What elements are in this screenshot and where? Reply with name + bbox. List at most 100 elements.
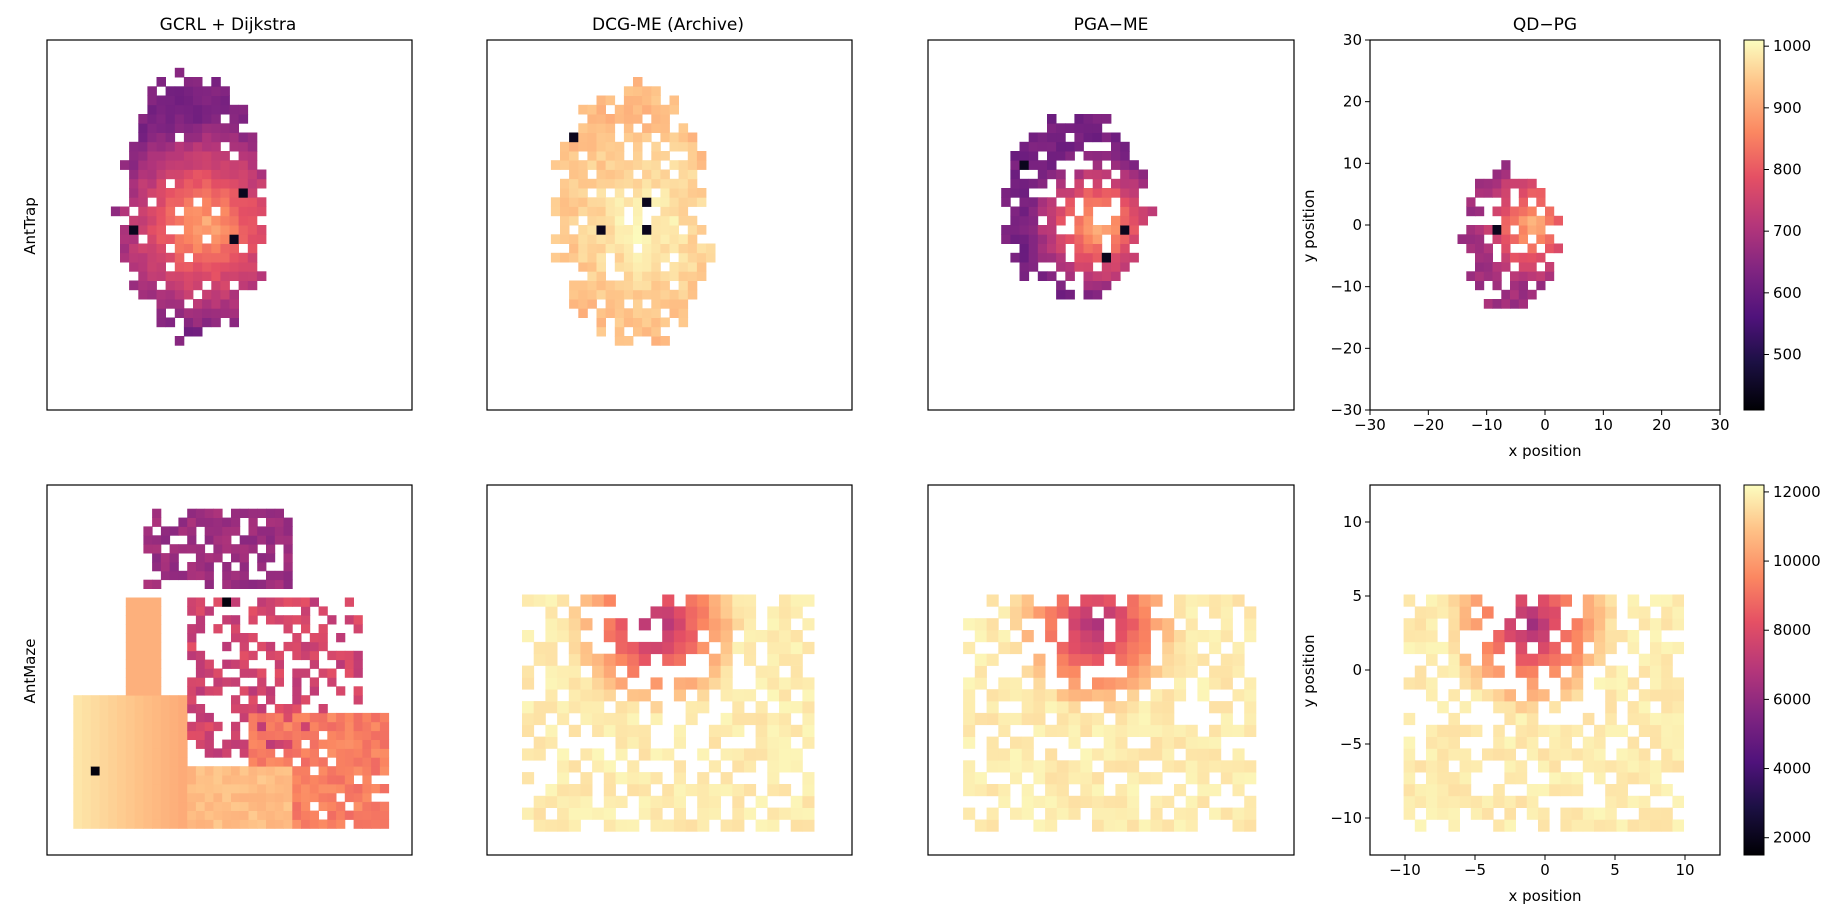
- heatmap-cell: [1103, 724, 1116, 737]
- heatmap-cell: [134, 633, 144, 643]
- heatmap-cell: [327, 615, 337, 625]
- heatmap-cell: [587, 114, 597, 124]
- heatmap-cell: [1536, 234, 1546, 244]
- heatmap-cell: [1056, 132, 1066, 143]
- x-tick-label: −10: [1471, 416, 1503, 434]
- heatmap-cell: [174, 299, 185, 309]
- heatmap-cell: [344, 712, 354, 723]
- heatmap-cell: [662, 653, 675, 666]
- heatmap-cell: [202, 178, 212, 189]
- heatmap-cell: [222, 659, 232, 669]
- heatmap-cell: [533, 641, 546, 655]
- heatmap-cell: [1065, 188, 1075, 198]
- heatmap-cell: [1045, 807, 1058, 820]
- heatmap-cell: [174, 178, 185, 189]
- heatmap-cell: [143, 766, 153, 776]
- heatmap-cell: [744, 760, 757, 773]
- heatmap-cell: [1185, 772, 1198, 785]
- heatmap-cell: [169, 784, 179, 794]
- heatmap-cell: [1571, 748, 1584, 761]
- heatmap-cell: [309, 633, 319, 643]
- heatmap-cell: [202, 132, 212, 143]
- heatmap-cell: [301, 766, 311, 776]
- heatmap-cell: [187, 677, 197, 687]
- heatmap-cell: [720, 618, 733, 631]
- heatmap-cell: [1033, 795, 1046, 808]
- heatmap-cell: [614, 252, 625, 263]
- heatmap-cell: [660, 252, 670, 263]
- heatmap-cell: [129, 188, 139, 198]
- heatmap-cell: [1019, 151, 1030, 161]
- heatmap-cell: [1448, 772, 1460, 785]
- heatmap-cell: [1672, 606, 1684, 619]
- heatmap-cell: [99, 721, 109, 732]
- heatmap-cell: [1518, 188, 1528, 198]
- heatmap-cell: [178, 766, 188, 776]
- heatmap-cell: [1518, 215, 1528, 226]
- heatmap-cell: [1083, 132, 1094, 143]
- heatmap-cell: [1037, 178, 1048, 189]
- heatmap-cell: [1661, 689, 1673, 702]
- heatmap-cell: [202, 252, 212, 263]
- heatmap-cell: [533, 736, 546, 749]
- heatmap-cell: [344, 650, 354, 661]
- heatmap-cell: [651, 317, 661, 328]
- heatmap-cell: [353, 686, 363, 696]
- heatmap-cell: [160, 810, 171, 820]
- heatmap-cell: [362, 712, 372, 723]
- heatmap-cell: [134, 730, 144, 740]
- heatmap-cell: [1437, 665, 1449, 678]
- heatmap-cell: [108, 801, 118, 811]
- heatmap-cell: [1138, 653, 1151, 666]
- heatmap-cell: [160, 739, 171, 749]
- heatmap-cell: [247, 151, 258, 161]
- heatmap-cell: [732, 641, 745, 655]
- heatmap-cell: [1545, 262, 1555, 272]
- heatmap-cell: [187, 686, 197, 696]
- heatmap-cell: [327, 819, 337, 829]
- heatmap-cell: [156, 114, 166, 124]
- heatmap-cell: [708, 618, 721, 631]
- heatmap-cell: [292, 641, 302, 652]
- panel-antmaze-dcg: [486, 484, 853, 856]
- heatmap-cell: [651, 86, 661, 96]
- heatmap-cell: [239, 810, 249, 820]
- heatmap-cell: [651, 299, 661, 309]
- heatmap-cell: [1616, 689, 1628, 702]
- heatmap-cell: [1010, 748, 1023, 761]
- heatmap-cell: [569, 197, 579, 207]
- heatmap-cell: [147, 178, 157, 189]
- heatmap-cell: [108, 721, 118, 732]
- heatmap-cell: [1037, 206, 1048, 217]
- heatmap-cell: [568, 819, 581, 832]
- row-label-antmaze: AntMaze: [21, 639, 39, 704]
- heatmap-cell: [344, 792, 354, 803]
- heatmap-cell: [685, 712, 698, 726]
- heatmap-cell: [1232, 760, 1245, 773]
- heatmap-cell: [1220, 712, 1233, 726]
- heatmap-cell: [678, 299, 689, 309]
- heatmap-cell: [1232, 665, 1245, 678]
- heatmap-cell: [1010, 178, 1020, 189]
- heatmap-cell: [1244, 819, 1257, 832]
- heatmap-cell: [256, 197, 267, 207]
- heatmap-cell: [1120, 234, 1130, 244]
- heatmap-cell: [1616, 665, 1628, 678]
- heatmap-cell: [578, 188, 588, 198]
- heatmap-cell: [125, 792, 135, 803]
- heatmap-cell: [687, 188, 698, 198]
- heatmap-cell: [238, 169, 249, 180]
- heatmap-cell: [732, 701, 745, 714]
- heatmap-cell: [568, 618, 581, 631]
- heatmap-cell: [1661, 807, 1673, 820]
- heatmap-cell: [211, 262, 221, 272]
- heatmap-cell: [1103, 819, 1116, 832]
- heatmap-cell: [344, 757, 354, 767]
- heatmap-cell: [336, 775, 346, 785]
- heatmap-cell: [1638, 795, 1651, 808]
- heatmap-cell: [318, 606, 328, 616]
- heatmap-cell: [1021, 630, 1034, 643]
- heatmap-cell: [1672, 748, 1684, 761]
- heatmap-cell: [696, 243, 707, 254]
- heatmap-cell: [117, 721, 127, 732]
